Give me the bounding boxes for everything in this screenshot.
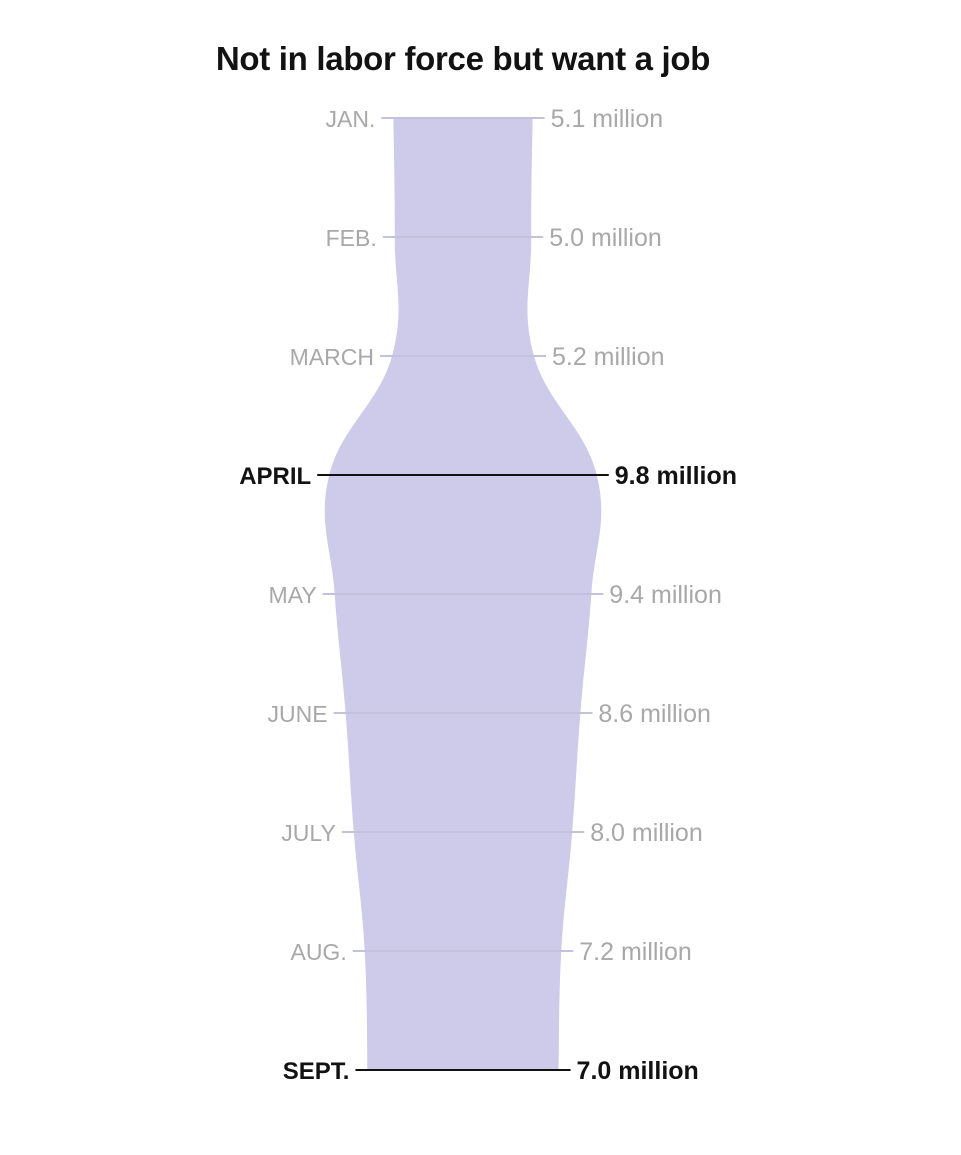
tick-line-layer xyxy=(317,117,609,1071)
value-label-sept: 7.0 million xyxy=(577,1057,699,1085)
value-label-jan: 5.1 million xyxy=(551,105,664,133)
label-layer: JAN. 5.1 million FEB. 5.0 million MARCH 5.2 m… xyxy=(239,105,737,1085)
month-label-aug: AUG. xyxy=(290,939,346,965)
value-label-july: 8.0 million xyxy=(590,819,703,847)
month-label-may: MAY xyxy=(269,582,317,608)
month-label-feb: FEB. xyxy=(326,225,377,251)
month-label-sept: SEPT. xyxy=(283,1058,350,1085)
month-label-july: JULY xyxy=(281,820,336,846)
value-label-feb: 5.0 million xyxy=(549,224,662,252)
value-label-june: 8.6 million xyxy=(598,700,711,728)
month-label-march: MARCH xyxy=(290,344,374,370)
month-label-april: APRIL xyxy=(239,463,311,490)
value-label-may: 9.4 million xyxy=(609,581,722,609)
month-label-jan: JAN. xyxy=(326,106,376,132)
value-label-march: 5.2 million xyxy=(552,343,665,371)
value-label-aug: 7.2 million xyxy=(579,938,692,966)
value-label-april: 9.8 million xyxy=(615,462,737,490)
month-label-june: JUNE xyxy=(268,701,328,727)
chart-title: Not in labor force but want a job xyxy=(215,40,711,77)
